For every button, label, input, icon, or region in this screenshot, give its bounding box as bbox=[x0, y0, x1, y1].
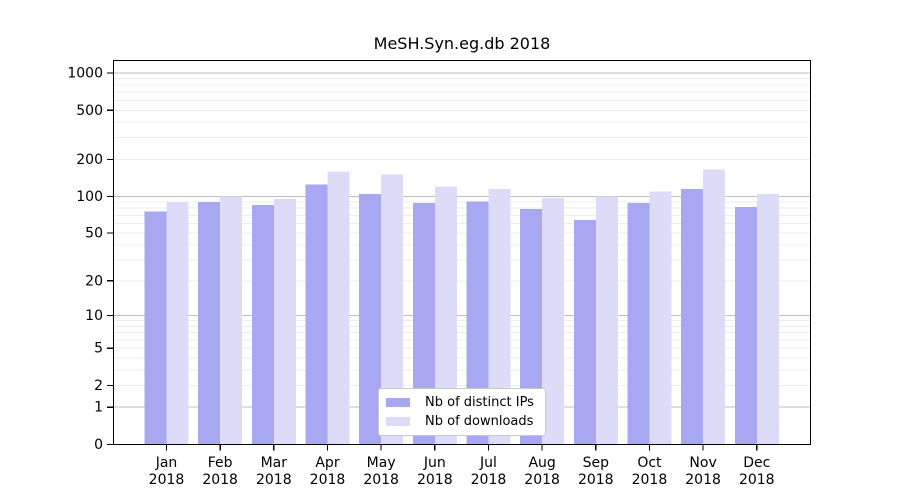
bar-distinct-ips-jul bbox=[466, 201, 489, 445]
y-tick-label: 50 bbox=[85, 226, 103, 242]
bar-downloads-may bbox=[381, 174, 404, 445]
x-tick-label-year: 2018 bbox=[632, 472, 668, 488]
x-tick-label-month: Feb bbox=[208, 455, 233, 471]
bar-distinct-ips-may bbox=[359, 193, 382, 445]
bar-downloads-jun bbox=[434, 186, 457, 445]
bar-distinct-ips-sep bbox=[573, 220, 596, 445]
y-tick-label: 2 bbox=[94, 378, 103, 394]
y-tick-label: 1000 bbox=[67, 66, 103, 82]
x-tick-label-month: May bbox=[367, 455, 396, 471]
x-tick-label-year: 2018 bbox=[202, 472, 238, 488]
bar-distinct-ips-oct bbox=[627, 203, 650, 445]
bar-distinct-ips-apr bbox=[305, 184, 328, 445]
x-tick-label-month: Nov bbox=[689, 455, 716, 471]
x-tick-label-year: 2018 bbox=[256, 472, 292, 488]
x-tick-label-year: 2018 bbox=[310, 472, 346, 488]
bar-distinct-ips-nov bbox=[681, 188, 704, 445]
x-tick-label-year: 2018 bbox=[149, 472, 185, 488]
x-tick-label-year: 2018 bbox=[685, 472, 721, 488]
x-tick-label-year: 2018 bbox=[417, 472, 453, 488]
x-tick-label-month: Dec bbox=[743, 455, 770, 471]
legend: Nb of distinct IPs Nb of downloads bbox=[378, 388, 546, 436]
x-tick-label-year: 2018 bbox=[524, 472, 560, 488]
legend-label-downloads: Nb of downloads bbox=[425, 414, 534, 430]
y-tick-label: 5 bbox=[94, 341, 103, 357]
y-tick-label: 200 bbox=[76, 152, 103, 168]
x-tick-label-month: Apr bbox=[315, 455, 339, 471]
bar-downloads-apr bbox=[327, 171, 350, 445]
bar-distinct-ips-dec bbox=[734, 206, 757, 445]
y-tick-label: 100 bbox=[76, 189, 103, 205]
bar-distinct-ips-jan bbox=[144, 211, 167, 445]
x-tick-label-month: Mar bbox=[261, 455, 288, 471]
legend-label-distinct-ips: Nb of distinct IPs bbox=[425, 394, 534, 410]
x-tick-label-year: 2018 bbox=[739, 472, 775, 488]
bar-distinct-ips-aug bbox=[520, 208, 543, 445]
y-tick-label: 0 bbox=[94, 437, 103, 453]
bar-downloads-nov bbox=[703, 169, 726, 445]
bar-downloads-jan bbox=[166, 201, 189, 445]
x-tick-label-month: Jan bbox=[155, 455, 178, 471]
x-tick-label-month: Oct bbox=[637, 455, 662, 471]
bar-downloads-aug bbox=[542, 197, 565, 445]
x-tick-label-month: Jul bbox=[479, 455, 497, 471]
x-tick-label-year: 2018 bbox=[578, 472, 614, 488]
bar-downloads-jul bbox=[488, 188, 511, 445]
x-tick-label-month: Sep bbox=[583, 455, 610, 471]
plot-border bbox=[112, 59, 812, 446]
y-tick-label: 20 bbox=[85, 273, 103, 289]
y-tick-label: 1 bbox=[94, 400, 103, 416]
bar-downloads-dec bbox=[756, 193, 779, 445]
y-tick-label: 10 bbox=[85, 308, 103, 324]
legend-item-downloads: Nb of downloads bbox=[386, 414, 545, 430]
bar-distinct-ips-mar bbox=[251, 205, 274, 445]
y-tick-label: 500 bbox=[76, 103, 103, 119]
legend-item-distinct-ips: Nb of distinct IPs bbox=[386, 394, 545, 410]
bar-distinct-ips-jun bbox=[412, 203, 435, 445]
x-tick-label-month: Aug bbox=[528, 455, 555, 471]
bar-distinct-ips-feb bbox=[198, 201, 221, 445]
chart-title: MeSH.Syn.eg.db 2018 bbox=[373, 34, 551, 53]
legend-swatch-distinct-ips bbox=[386, 397, 410, 408]
x-tick-label-year: 2018 bbox=[363, 472, 399, 488]
legend-swatch-downloads bbox=[386, 416, 410, 427]
bar-downloads-feb bbox=[220, 196, 243, 445]
bar-downloads-sep bbox=[595, 196, 618, 445]
x-tick-label-month: Jun bbox=[423, 455, 446, 471]
x-tick-label-year: 2018 bbox=[471, 472, 507, 488]
bar-downloads-mar bbox=[273, 199, 296, 445]
bar-downloads-oct bbox=[649, 191, 672, 445]
